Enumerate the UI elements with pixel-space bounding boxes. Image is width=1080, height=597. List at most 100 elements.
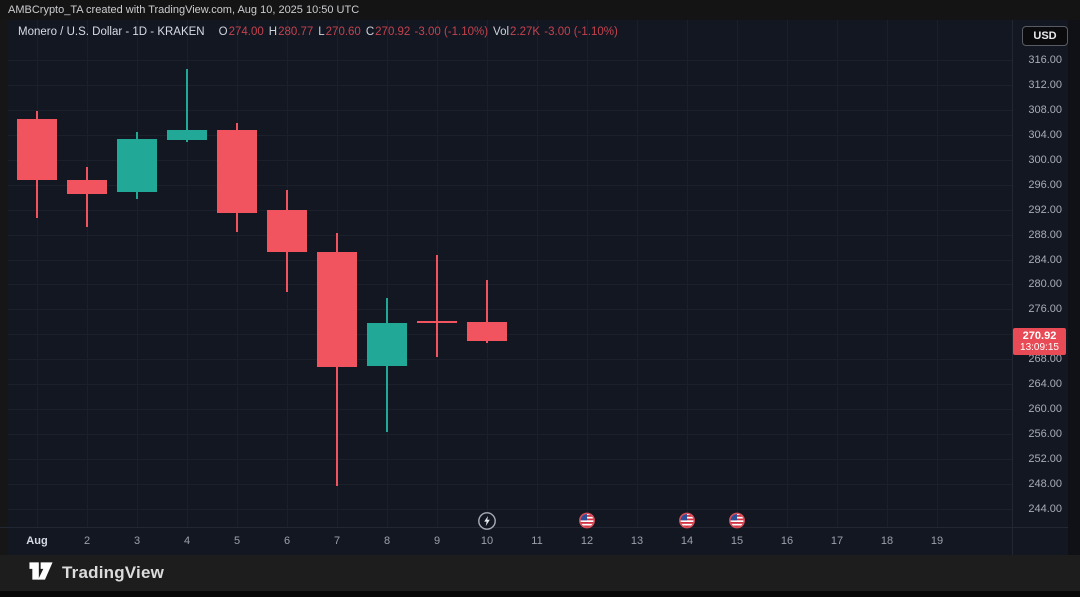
bar-countdown-timer: 13:09:15 [1020, 342, 1059, 354]
price-tick-label: 264.00 [1028, 378, 1062, 391]
legend-label: O [218, 26, 228, 38]
horizontal-gridline [8, 234, 1012, 236]
candle-wick [186, 69, 188, 142]
time-tick-label: 5 [233, 535, 241, 547]
price-tick-label: 252.00 [1028, 453, 1062, 466]
legend-value-down: -3.00 (-1.10%) [411, 26, 489, 38]
legend-label: L [318, 26, 325, 38]
vertical-gridline [887, 20, 888, 527]
price-tick-label: 300.00 [1028, 153, 1062, 166]
time-tick-label: 8 [383, 535, 391, 547]
time-tick-label: 10 [480, 535, 494, 547]
legend-value-down: 270.60 [325, 26, 361, 38]
time-tick-label: 13 [630, 535, 644, 547]
price-tick-label: 316.00 [1028, 54, 1062, 66]
right-edge-strip [1068, 20, 1080, 555]
horizontal-gridline [8, 434, 1012, 436]
us-flag-event-icon [729, 512, 745, 529]
horizontal-gridline [8, 334, 1012, 336]
time-tick-label: 4 [183, 535, 191, 547]
time-tick-label: 11 [531, 535, 543, 547]
vertical-gridline [787, 20, 788, 527]
candle-wick [436, 255, 438, 357]
last-price-value: 270.92 [1022, 330, 1057, 343]
candle-body [467, 321, 507, 342]
vertical-gridline [487, 20, 488, 527]
vertical-gridline [137, 20, 138, 527]
lightning-event-marker[interactable] [477, 511, 497, 536]
price-axis[interactable]: 316.00 312.00 308.00 304.00 300.00 296.00 292.… [1012, 20, 1068, 555]
price-tick-label: 284.00 [1028, 253, 1062, 266]
vertical-gridline [937, 20, 938, 527]
time-tick-label: 15 [730, 535, 744, 547]
time-tick-label: 3 [133, 535, 141, 547]
horizontal-gridline [8, 60, 1012, 61]
time-tick-label: 14 [680, 535, 694, 547]
price-tick-label: 256.00 [1028, 428, 1062, 441]
candle-body [417, 320, 457, 323]
legend-value-down: 270.92 [375, 26, 411, 38]
vertical-gridline [87, 20, 88, 527]
legend-value-down: 2.27K [510, 26, 541, 38]
us-flag-event-marker[interactable] [729, 512, 746, 534]
us-flag-event-marker[interactable] [579, 512, 596, 534]
horizontal-gridline [8, 134, 1012, 136]
price-tick-label: 244.00 [1028, 502, 1062, 515]
price-tick-label: 296.00 [1028, 178, 1062, 191]
vertical-gridline [587, 20, 588, 527]
chart-legend: Monero / U.S. Dollar - 1D - KRAKEN O274.0… [18, 26, 618, 38]
horizontal-gridline [8, 309, 1012, 311]
horizontal-gridline [8, 508, 1012, 510]
time-tick-label: 2 [83, 535, 91, 547]
candle-body [117, 138, 157, 193]
vertical-gridline [637, 20, 638, 527]
legend-label: H [268, 26, 278, 38]
chart-pane[interactable]: 316.00 312.00 308.00 304.00 300.00 296.00 292.… [0, 20, 1080, 555]
tradingview-logo-text[interactable]: TradingView [62, 563, 165, 582]
price-tick-label: 276.00 [1028, 303, 1062, 316]
horizontal-gridline [8, 459, 1012, 461]
legend-label: C [365, 26, 375, 38]
candle-wick [486, 279, 488, 344]
symbol-title[interactable]: Monero / U.S. Dollar - 1D - KRAKEN [18, 26, 205, 38]
horizontal-gridline [8, 284, 1012, 286]
vertical-gridline [37, 20, 38, 527]
currency-toggle-button[interactable]: USD [1022, 26, 1068, 46]
legend-value-down: 280.77 [278, 26, 314, 38]
vertical-gridline [387, 20, 388, 527]
candle-body [17, 119, 57, 181]
horizontal-gridline [8, 159, 1012, 161]
vertical-gridline [737, 20, 738, 527]
price-tick-label: 308.00 [1028, 103, 1062, 116]
time-tick-label: 19 [930, 535, 944, 547]
price-tick-label: 288.00 [1028, 228, 1062, 241]
candle-wick [86, 167, 88, 228]
legend-value-down: 274.00 [228, 26, 264, 38]
vertical-gridline [687, 20, 688, 527]
tradingview-logo-icon[interactable] [28, 560, 54, 587]
horizontal-gridline [8, 209, 1012, 211]
price-tick-label: 248.00 [1028, 478, 1062, 491]
price-tick-label: 260.00 [1028, 403, 1062, 416]
time-tick-label: 6 [283, 535, 291, 547]
price-tick-label: 268.00 [1028, 353, 1062, 366]
us-flag-event-icon [679, 512, 695, 529]
time-tick-label: 18 [880, 535, 894, 547]
candle-body [267, 210, 307, 253]
vertical-gridline [187, 20, 188, 527]
horizontal-gridline [8, 384, 1012, 386]
horizontal-gridline [8, 109, 1012, 111]
us-flag-event-icon [579, 512, 595, 529]
attribution-bar: AMBCrypto_TA created with TradingView.co… [0, 0, 1080, 20]
time-tick-label: 7 [333, 535, 341, 547]
legend-value-down: -3.00 (-1.10%) [541, 26, 618, 38]
legend-label: Vol [493, 26, 510, 38]
time-tick-label: 9 [433, 535, 441, 547]
price-tick-label: 292.00 [1028, 203, 1062, 216]
time-tick-label: Aug [26, 535, 48, 547]
time-axis[interactable]: Aug 2 3 4 5 6 7 8 9 10 11 12 13 14 15 16 17 18 19 [0, 527, 1068, 555]
us-flag-event-marker[interactable] [679, 512, 696, 534]
horizontal-gridline [8, 359, 1012, 361]
attribution-text: AMBCrypto_TA created with TradingView.co… [8, 4, 360, 16]
